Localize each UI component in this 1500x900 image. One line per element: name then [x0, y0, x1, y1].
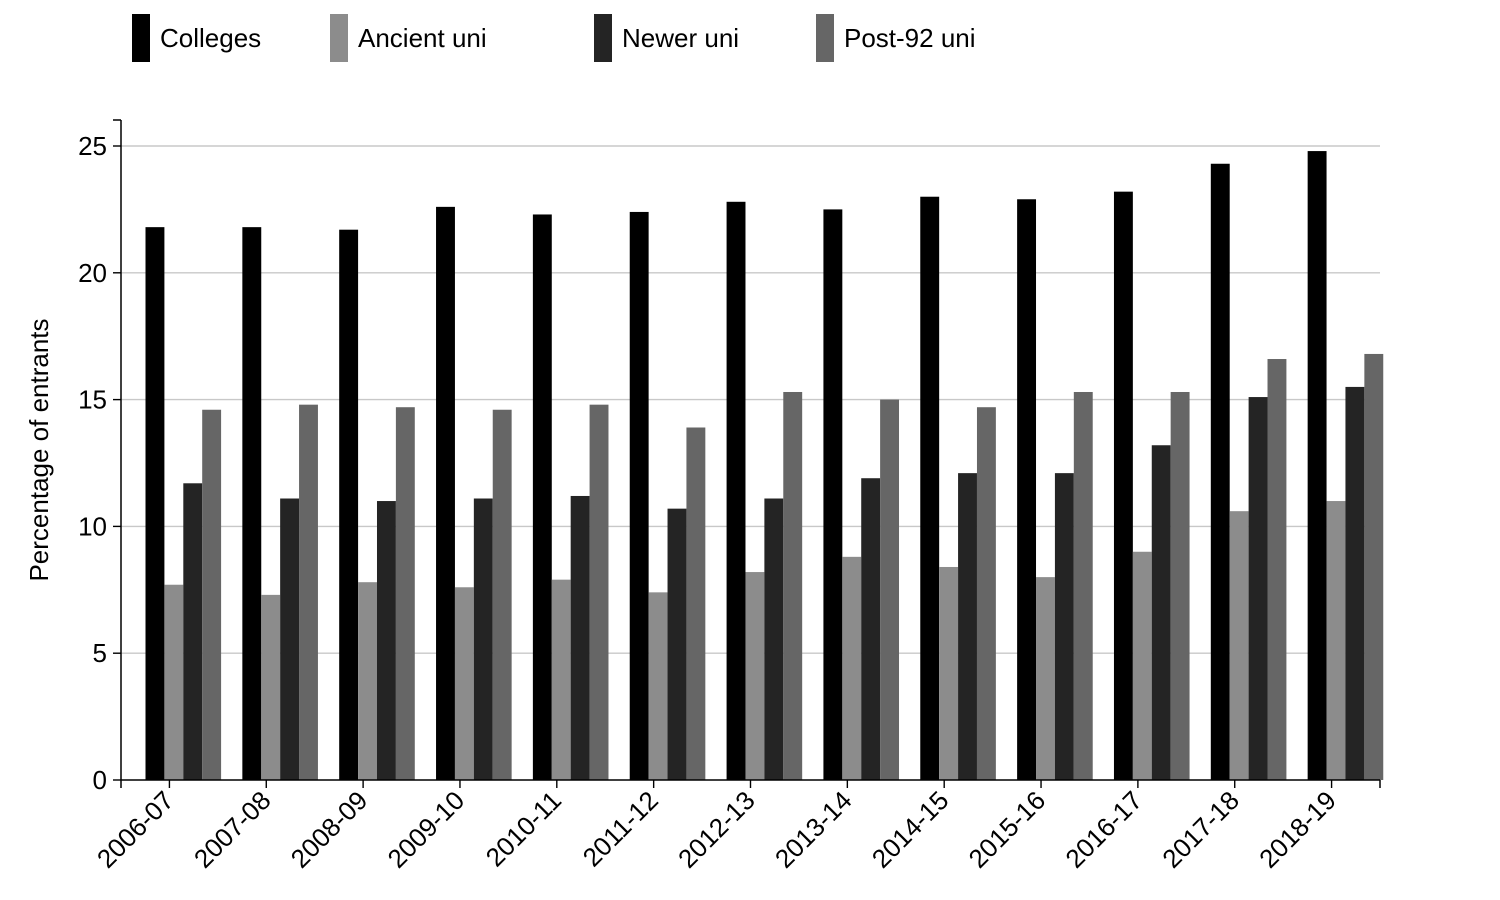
bar-post-92-uni-2007-08: [299, 404, 318, 780]
bar-newer-uni-2006-07: [183, 483, 203, 780]
bar-colleges-2006-07: [145, 227, 165, 780]
bar-ancient-uni-2006-07: [164, 584, 184, 780]
x-tick-label-2011-12: 2011-12: [577, 785, 664, 872]
bar-colleges-2012-13: [726, 201, 746, 781]
bar-post-92-uni-2008-09: [395, 407, 415, 780]
bar-ancient-uni-2014-15: [939, 566, 959, 780]
bar-colleges-2017-18: [1210, 163, 1230, 780]
bar-post-92-uni-2011-12: [686, 427, 706, 780]
x-tick-label-2008-09: 2008-09: [285, 785, 374, 874]
x-tick-label-2009-10: 2009-10: [382, 785, 471, 874]
bar-post-92-uni-2018-19: [1364, 353, 1384, 780]
legend-label-colleges: Colleges: [160, 23, 262, 53]
bar-newer-uni-2012-13: [764, 498, 784, 780]
bar-colleges-2010-11: [532, 214, 552, 781]
bar-post-92-uni-2015-16: [1073, 391, 1093, 780]
bar-colleges-2008-09: [339, 229, 359, 780]
bar-ancient-uni-2013-14: [842, 556, 862, 780]
bar-newer-uni-2011-12: [667, 508, 687, 780]
bar-ancient-uni-2010-11: [551, 579, 571, 780]
bar-colleges-2014-15: [920, 196, 940, 781]
y-tick-label-25: 25: [78, 131, 107, 161]
bar-ancient-uni-2018-19: [1326, 501, 1346, 780]
x-tick-label-2013-14: 2013-14: [769, 785, 858, 874]
bar-newer-uni-2008-09: [376, 501, 396, 780]
bar-newer-uni-2016-17: [1151, 445, 1171, 780]
bar-ancient-uni-2007-08: [261, 594, 281, 780]
x-tick-label-2017-18: 2017-18: [1156, 785, 1245, 874]
bar-newer-uni-2013-14: [861, 478, 881, 780]
legend-swatch-post-92-uni: [816, 14, 834, 62]
bar-newer-uni-2010-11: [570, 495, 590, 780]
x-tick-label-2015-16: 2015-16: [963, 785, 1052, 874]
bar-post-92-uni-2017-18: [1267, 359, 1287, 780]
bar-post-92-uni-2014-15: [976, 407, 996, 780]
x-tick-label-2007-08: 2007-08: [188, 785, 277, 874]
legend-item-post-92-uni: Post-92 uni: [816, 14, 976, 62]
bar-newer-uni-2017-18: [1248, 397, 1268, 780]
y-tick-label-15: 15: [78, 385, 107, 415]
bar-newer-uni-2009-10: [473, 498, 493, 780]
x-tick-label-2006-07: 2006-07: [91, 785, 180, 874]
bar-colleges-2013-14: [823, 209, 843, 780]
x-tick-label-2012-13: 2012-13: [672, 785, 761, 874]
x-tick-label-2014-15: 2014-15: [866, 785, 955, 874]
bar-ancient-uni-2017-18: [1229, 511, 1249, 780]
bar-post-92-uni-2010-11: [589, 404, 609, 780]
bar-newer-uni-2007-08: [280, 498, 300, 780]
y-tick-label-0: 0: [93, 765, 107, 795]
y-tick-label-10: 10: [78, 511, 107, 541]
bar-ancient-uni-2015-16: [1036, 577, 1055, 780]
legend-item-colleges: Colleges: [132, 14, 261, 62]
bars: [145, 151, 1384, 781]
bar-post-92-uni-2006-07: [202, 409, 222, 780]
bar-post-92-uni-2009-10: [492, 409, 512, 780]
legend-label-newer-uni: Newer uni: [622, 23, 740, 53]
bar-colleges-2015-16: [1017, 199, 1037, 780]
bar-ancient-uni-2011-12: [648, 592, 668, 780]
legend-label-ancient-uni: Ancient uni: [358, 23, 487, 53]
bar-ancient-uni-2012-13: [745, 572, 765, 780]
legend: Colleges Ancient uni Newer uni Post-92 u…: [0, 14, 1500, 64]
bar-colleges-2018-19: [1307, 151, 1327, 780]
legend-item-ancient-uni: Ancient uni: [330, 14, 487, 62]
legend-swatch-newer-uni: [594, 14, 612, 62]
bar-colleges-2009-10: [436, 206, 455, 781]
y-axis-label: Percentage of entrants: [24, 318, 54, 581]
x-tick-label-2018-19: 2018-19: [1253, 785, 1342, 874]
bar-newer-uni-2015-16: [1054, 473, 1074, 780]
bar-newer-uni-2014-15: [958, 473, 977, 780]
legend-item-newer-uni: Newer uni: [594, 14, 739, 62]
bar-post-92-uni-2016-17: [1170, 391, 1190, 780]
legend-label-post-92-uni: Post-92 uni: [844, 23, 976, 53]
bar-colleges-2011-12: [629, 211, 649, 780]
bar-post-92-uni-2013-14: [880, 399, 900, 780]
bar-newer-uni-2018-19: [1345, 386, 1365, 780]
legend-swatch-colleges: [132, 14, 150, 62]
legend-swatch-ancient-uni: [330, 14, 348, 62]
bar-ancient-uni-2008-09: [358, 582, 377, 780]
bar-colleges-2016-17: [1113, 191, 1133, 780]
y-tick-label-5: 5: [93, 638, 107, 668]
bar-ancient-uni-2016-17: [1132, 551, 1152, 780]
x-tick-label-2010-11: 2010-11: [480, 785, 567, 872]
x-tick-label-2016-17: 2016-17: [1059, 785, 1148, 874]
bar-ancient-uni-2009-10: [454, 587, 474, 780]
bar-post-92-uni-2012-13: [783, 391, 803, 780]
bar-colleges-2007-08: [242, 227, 262, 780]
y-tick-label-20: 20: [78, 258, 107, 288]
